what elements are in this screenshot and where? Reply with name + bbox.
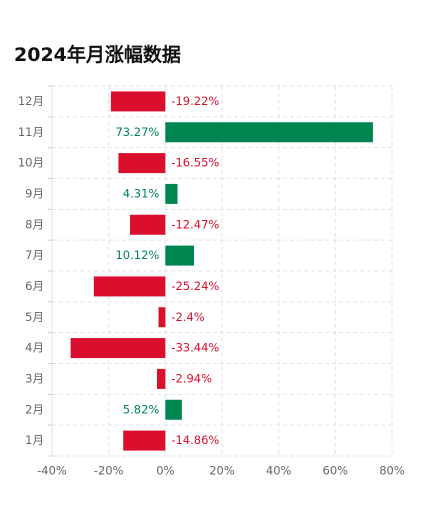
bar-4月 <box>70 338 166 359</box>
data-label: -12.47% <box>171 217 219 231</box>
bar-2月 <box>165 399 182 420</box>
category-label: 4月 <box>25 341 44 355</box>
chart-title: 2024年月涨幅数据 <box>14 44 181 66</box>
data-label: -33.44% <box>171 341 219 355</box>
category-label: 9月 <box>25 186 44 200</box>
data-label: 10.12% <box>115 248 159 262</box>
x-tick-label: 20% <box>209 464 235 478</box>
data-label: -2.4% <box>171 310 204 324</box>
x-tick-label: -40% <box>37 464 67 478</box>
data-label: -2.94% <box>171 371 212 385</box>
bar-8月 <box>130 214 166 235</box>
x-tick-label: 80% <box>379 464 405 478</box>
category-label: 6月 <box>25 279 44 293</box>
x-tick-label: 60% <box>323 464 349 478</box>
category-label: 2月 <box>25 402 44 416</box>
category-label: 1月 <box>25 433 44 447</box>
category-label: 3月 <box>25 371 44 385</box>
bar-11月 <box>165 122 373 143</box>
data-label: -16.55% <box>171 156 219 170</box>
category-label: 7月 <box>25 248 44 262</box>
bar-7月 <box>165 245 195 266</box>
bar-6月 <box>93 276 166 297</box>
x-tick-label: 40% <box>266 464 292 478</box>
bar-5月 <box>158 307 166 328</box>
x-tick-label: 0% <box>156 464 174 478</box>
data-label: 4.31% <box>123 186 160 200</box>
category-label: 8月 <box>25 217 44 231</box>
bar-10月 <box>118 153 166 174</box>
bar-9月 <box>165 183 178 204</box>
data-label: 73.27% <box>115 125 159 139</box>
category-label: 5月 <box>25 310 44 324</box>
bar-12月 <box>110 91 166 112</box>
data-label: -19.22% <box>171 94 219 108</box>
bar-3月 <box>157 368 166 389</box>
category-label: 11月 <box>18 125 44 139</box>
category-label: 12月 <box>18 94 44 108</box>
bar-1月 <box>123 430 166 451</box>
data-label: -14.86% <box>171 433 219 447</box>
category-label: 10月 <box>18 156 44 170</box>
data-label: 5.82% <box>123 402 160 416</box>
data-label: -25.24% <box>171 279 219 293</box>
x-tick-label: -20% <box>94 464 124 478</box>
